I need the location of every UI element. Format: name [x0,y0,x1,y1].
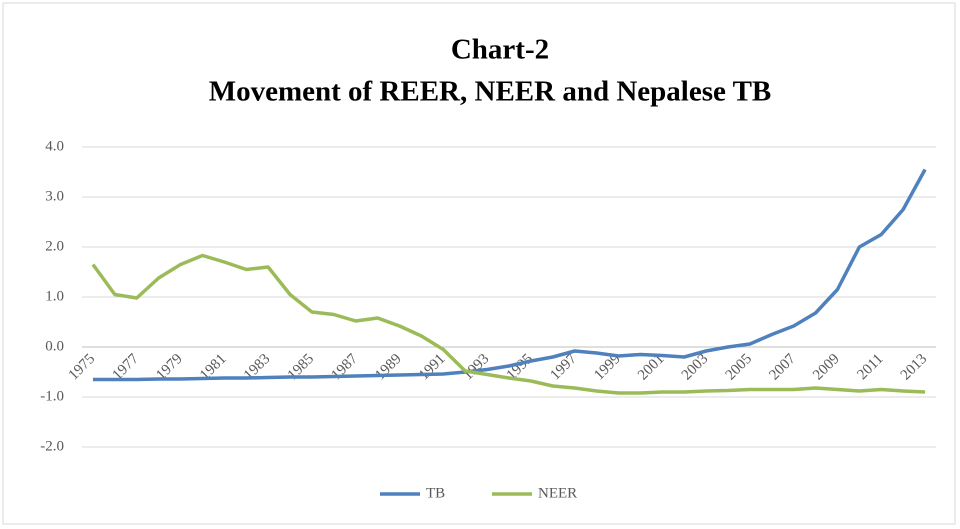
y-tick-label: -2.0 [40,438,64,454]
y-tick-label: 2.0 [45,238,64,254]
y-tick-label: 4.0 [45,138,64,154]
series-line [92,168,927,382]
legend-label: NEER [538,485,577,501]
series-line [91,253,926,395]
chart-subtitle: Movement of REER, NEER and Nepalese TB [209,76,772,108]
y-tick-label: -1.0 [40,388,64,404]
y-tick-label: 0.0 [45,338,64,354]
y-tick-label: 3.0 [45,188,64,204]
legend-label: TB [426,485,445,501]
chart-title: Chart-2 [451,34,549,66]
y-tick-label: 1.0 [45,288,64,304]
